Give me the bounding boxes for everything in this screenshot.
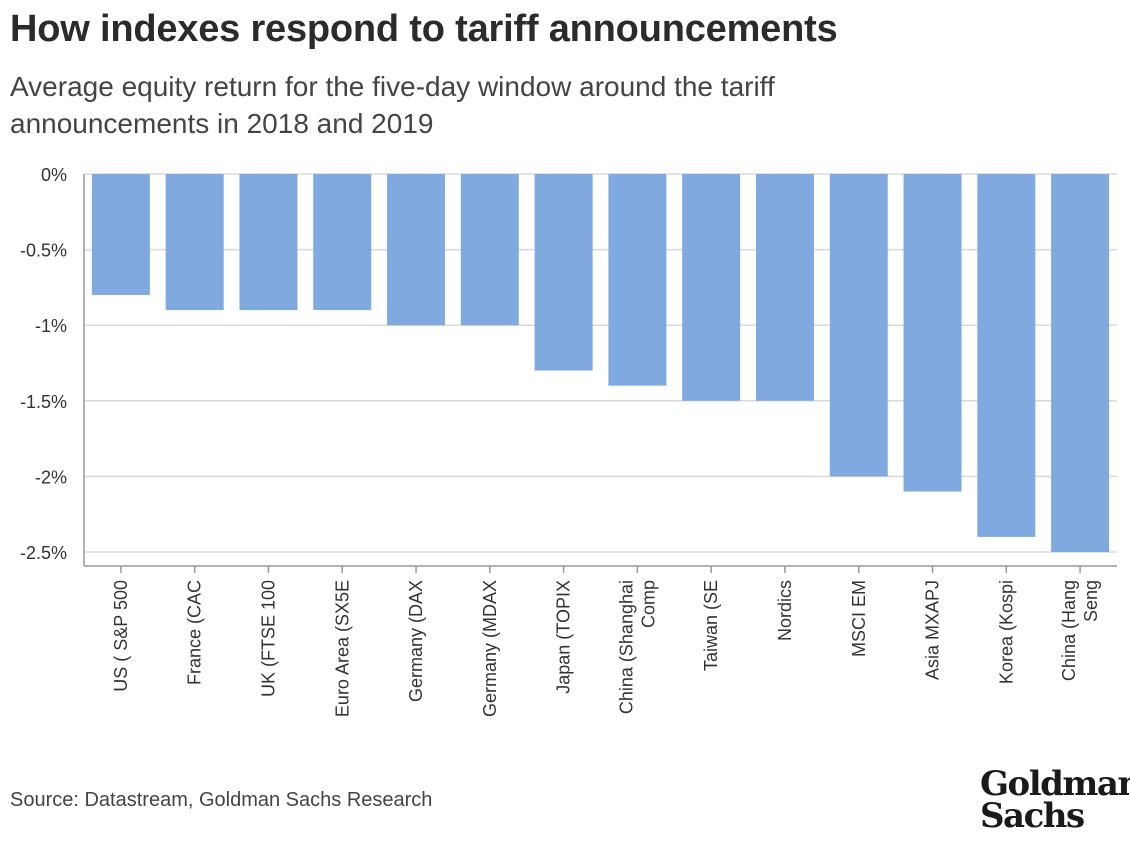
bar xyxy=(91,174,150,295)
x-tick-label: US ( S&P 500 xyxy=(111,580,131,692)
x-tick-label: France (CAC xyxy=(185,580,205,685)
x-tick-label: Taiwan (SE xyxy=(701,580,721,671)
x-tick-label-line: Korea (Kospi xyxy=(996,580,1016,684)
x-tick-label: UK (FTSE 100 xyxy=(258,580,278,697)
x-tick-label-line: France (CAC xyxy=(185,580,205,685)
bar xyxy=(903,174,962,492)
x-tick-label: China (Hang Seng xyxy=(1059,580,1101,681)
x-tick-label-line: Japan (TOPIX xyxy=(554,580,574,694)
bar xyxy=(608,174,667,386)
x-tick-label-line: Asia MXAPJ xyxy=(923,580,943,680)
y-tick-label: -0.5% xyxy=(20,241,67,261)
x-tick-label: Nordics xyxy=(775,580,795,641)
y-tick-label: -1.5% xyxy=(20,392,67,412)
x-tick-label-line: China (Hang xyxy=(1059,580,1079,681)
x-tick-label-line: Comp xyxy=(638,580,658,628)
x-tick-label-line: UK (FTSE 100 xyxy=(258,580,278,697)
bar xyxy=(1051,174,1110,552)
x-tick-label: Japan (TOPIX xyxy=(554,580,574,694)
y-tick-label: -2.5% xyxy=(20,543,67,563)
bar xyxy=(239,174,298,311)
x-tick-label-line: Euro Area (SX5E xyxy=(332,580,352,717)
logo-line-2: Sachs xyxy=(980,796,1085,836)
x-tick-label-line: Seng xyxy=(1081,580,1101,622)
bar xyxy=(829,174,888,477)
bar xyxy=(165,174,224,311)
x-tick-label-line: Germany (MDAX xyxy=(480,580,500,717)
x-tick-label: China (Shanghai Comp xyxy=(616,580,658,714)
bar xyxy=(534,174,593,371)
y-tick-label: -2% xyxy=(35,467,67,487)
bar xyxy=(387,174,446,326)
bar xyxy=(755,174,814,401)
source-note: Source: Datastream, Goldman Sachs Resear… xyxy=(10,789,433,811)
bar xyxy=(313,174,372,311)
x-tick-label: Euro Area (SX5E xyxy=(332,580,352,717)
bar xyxy=(977,174,1036,537)
x-tick-label: MSCI EM xyxy=(849,580,869,657)
y-tick-label: -1% xyxy=(35,316,67,336)
x-tick-label: Korea (Kospi xyxy=(996,580,1016,684)
bar xyxy=(460,174,519,326)
logo-line-1: Goldman xyxy=(980,764,1130,804)
x-tick-label-line: MSCI EM xyxy=(849,580,869,657)
x-tick-label-line: Taiwan (SE xyxy=(701,580,721,671)
goldman-sachs-logo: Goldman Sachs xyxy=(980,764,1130,836)
x-tick-label-line: Germany (DAX xyxy=(406,580,426,702)
y-tick-label: 0% xyxy=(41,165,67,185)
x-tick-label-line: US ( S&P 500 xyxy=(111,580,131,692)
bar xyxy=(682,174,741,401)
x-tick-label-line: China (Shanghai xyxy=(616,580,636,714)
x-tick-label: Asia MXAPJ xyxy=(923,580,943,680)
x-tick-label: Germany (DAX xyxy=(406,580,426,702)
x-tick-label-line: Nordics xyxy=(775,580,795,641)
chart-subtitle: Average equity return for the five-day w… xyxy=(10,71,775,139)
x-tick-label: Germany (MDAX xyxy=(480,580,500,717)
chart-title: How indexes respond to tariff announceme… xyxy=(10,8,838,50)
